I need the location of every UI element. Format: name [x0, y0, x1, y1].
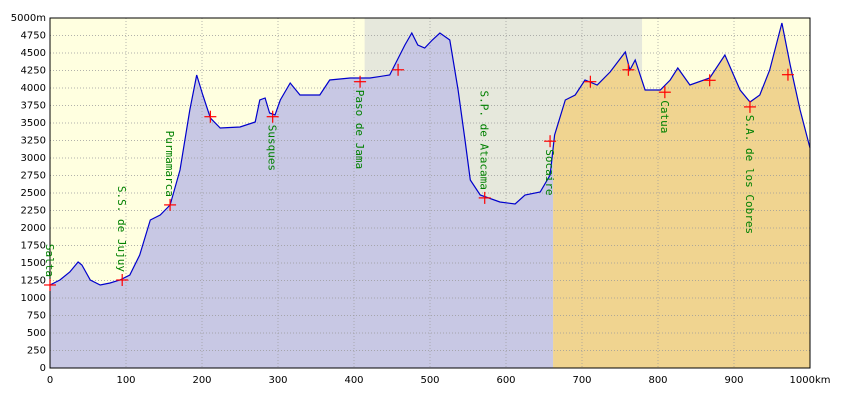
x-tick-label: 700 [572, 375, 591, 386]
y-tick-label: 4500 [21, 48, 46, 59]
area-fill [553, 23, 810, 368]
profile-line [49, 22, 811, 286]
marker [204, 110, 217, 123]
place-label: Salta [43, 244, 56, 277]
y-tick-label: 3500 [21, 118, 46, 129]
x-tick-label: 900 [724, 375, 743, 386]
marker [703, 74, 716, 87]
x-tick-label: 0 [47, 375, 53, 386]
y-tick-label: 4000 [21, 83, 46, 94]
y-tick-label: 0 [40, 363, 46, 374]
marker [164, 198, 177, 211]
y-tick-label: 5000m [11, 13, 46, 24]
x-tick-label: 800 [648, 375, 667, 386]
marker [392, 63, 405, 76]
y-tick-label: 2250 [21, 206, 46, 217]
marker [781, 68, 794, 81]
place-label: S.P. de Atacama [478, 91, 491, 190]
x-tick-label: 500 [420, 375, 439, 386]
y-tick-label: 2500 [21, 188, 46, 199]
y-tick-label: 3000 [21, 153, 46, 164]
y-tick-label: 1250 [21, 276, 46, 287]
y-tick-label: 4750 [21, 31, 46, 42]
y-tick-label: 1000 [21, 293, 46, 304]
marker [584, 75, 597, 88]
y-tick-label: 250 [27, 346, 46, 357]
y-tick-label: 1500 [21, 258, 46, 269]
x-tick-label: 100 [116, 375, 135, 386]
marker [658, 86, 671, 99]
place-label: Socaire [543, 149, 556, 195]
y-tick-label: 4250 [21, 66, 46, 77]
x-tick-label: 300 [268, 375, 287, 386]
place-label: S.A. de los Cobres [743, 115, 756, 234]
marker [544, 135, 557, 148]
place-label: Purmamarca [163, 131, 176, 197]
marker [743, 100, 756, 113]
y-tick-label: 3750 [21, 101, 46, 112]
plot-border [49, 17, 811, 369]
y-tick-label: 2000 [21, 223, 46, 234]
marker [622, 63, 635, 76]
place-label: S.S. de Jujuy [115, 186, 128, 272]
place-label: Paso de Jama [353, 90, 366, 169]
marker [116, 274, 129, 287]
area-fill [50, 33, 554, 368]
x-tick-label: 200 [192, 375, 211, 386]
x-tick-label: 1000km [790, 375, 831, 386]
place-label: Susques [266, 125, 279, 171]
x-tick-label: 400 [344, 375, 363, 386]
marker [354, 75, 367, 88]
place-label: Catua [658, 100, 671, 133]
y-tick-label: 750 [27, 311, 46, 322]
marker [266, 110, 279, 123]
marker [478, 191, 491, 204]
marker [44, 278, 56, 291]
y-tick-label: 1750 [21, 241, 46, 252]
x-tick-label: 600 [496, 375, 515, 386]
y-tick-label: 3250 [21, 136, 46, 147]
y-tick-label: 2750 [21, 171, 46, 182]
y-tick-label: 500 [27, 328, 46, 339]
